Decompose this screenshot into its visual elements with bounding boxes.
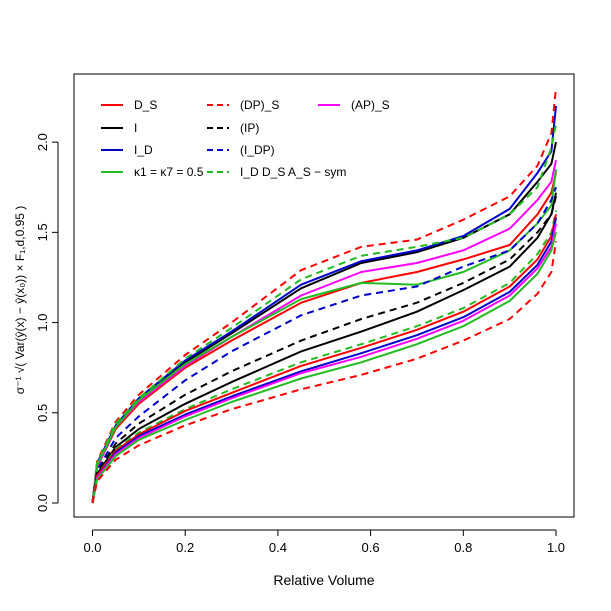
legend-label: (IP) — [240, 121, 259, 135]
series-line-13 — [91, 217, 557, 504]
series-line-8 — [91, 186, 557, 504]
y-tick-label: 1.0 — [35, 314, 50, 332]
y-axis-title: σ⁻¹ √( Var(ŷ(x) − ŷ(x₀)) × F₁,d,0.95 ) — [13, 206, 27, 394]
plot-frame — [73, 73, 575, 518]
series-line-16 — [91, 241, 557, 504]
series-line-2 — [91, 141, 557, 504]
legend-label: I_D — [134, 143, 153, 157]
x-tick-label: 0.0 — [83, 540, 101, 555]
series-line-7 — [91, 123, 557, 504]
legend: D_S I I_D κ1 = κ7 = 0.5 (DP)_S (IP) (I_DP) I_D … — [101, 98, 390, 179]
y-axis: 0.0 0.5 1.0 1.5 2.0 — [35, 133, 59, 512]
x-tick-label: 0.4 — [269, 540, 287, 555]
x-tick-label: 1.0 — [547, 540, 565, 555]
legend-label: I_D D_S A_S − sym — [240, 165, 346, 179]
x-tick-label: 0.2 — [176, 540, 194, 555]
x-axis-title: Relative Volume — [273, 572, 374, 588]
y-tick-label: 2.0 — [35, 133, 50, 151]
x-tick-label: 0.8 — [454, 540, 472, 555]
series-line-15 — [91, 232, 557, 504]
series-line-5 — [91, 169, 557, 504]
series-line-14 — [91, 223, 557, 504]
series-line-3 — [91, 105, 557, 504]
y-tick-label: 0.5 — [35, 404, 50, 422]
legend-label: (AP)_S — [351, 98, 390, 112]
series-line-12 — [91, 214, 557, 504]
legend-label: I — [134, 121, 137, 135]
legend-label: (DP)_S — [240, 98, 279, 112]
legend-label: κ1 = κ7 = 0.5 — [134, 165, 204, 179]
series-line-9 — [91, 196, 557, 504]
y-tick-label: 0.0 — [35, 494, 50, 512]
series-line-1 — [91, 172, 557, 504]
x-tick-label: 0.6 — [362, 540, 380, 555]
legend-label: D_S — [134, 98, 157, 112]
series-layer — [91, 87, 557, 504]
y-tick-label: 1.5 — [35, 223, 50, 241]
x-axis: 0.0 0.2 0.4 0.6 0.8 1.0 — [83, 529, 565, 555]
legend-label: (I_DP) — [240, 143, 275, 157]
series-line-11 — [91, 210, 557, 504]
series-line-10 — [91, 192, 557, 504]
